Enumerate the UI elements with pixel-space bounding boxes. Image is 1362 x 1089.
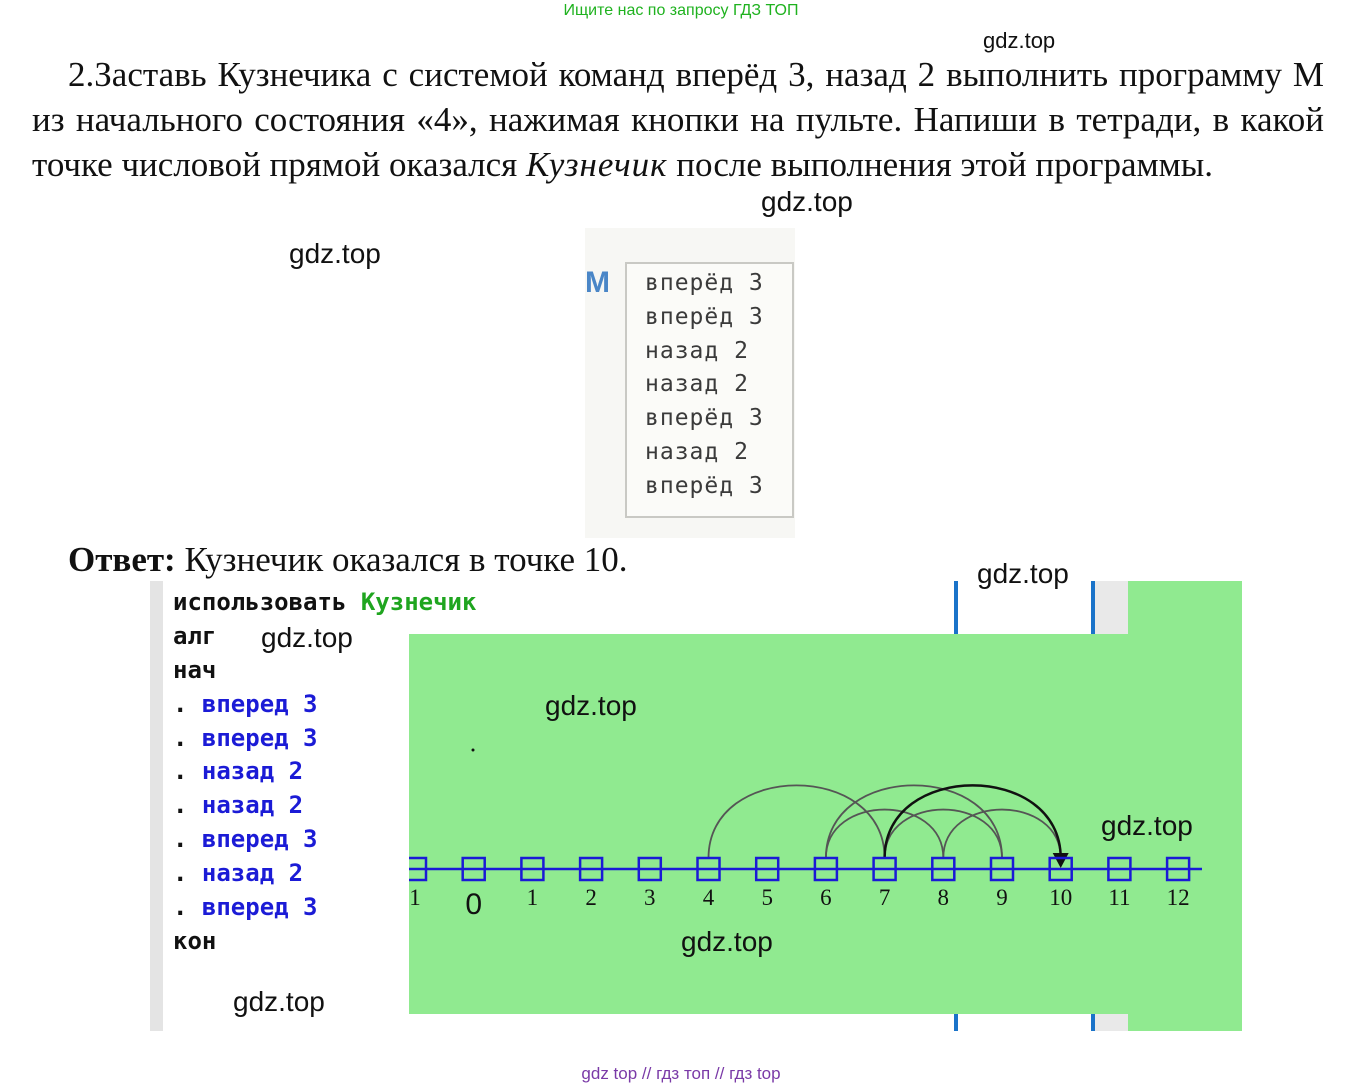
task-italic: Кузнечик <box>526 145 668 184</box>
jump-arc <box>707 784 886 859</box>
watermark: gdz.top <box>983 28 1056 53</box>
jump-arc <box>825 784 1003 859</box>
margin-line <box>1091 581 1095 635</box>
dot <box>471 748 475 752</box>
command: вперед 3 <box>201 724 318 752</box>
code-line-alg: алг <box>173 622 217 650</box>
code-line-command: . вперед 3 <box>173 724 318 752</box>
command: вперед 3 <box>201 690 318 718</box>
watermark: gdz.top <box>289 238 381 269</box>
code-line-begin: нач <box>173 656 217 684</box>
editor-gutter <box>150 581 163 1031</box>
number-line: 1 0 1 2 3 4 5 6 7 8 9 10 11 12 <box>402 748 1202 921</box>
code-line-command: . назад 2 <box>173 791 304 819</box>
tick-label: 6 <box>820 885 832 910</box>
tick-label: 4 <box>703 885 715 910</box>
tick-label: 11 <box>1108 885 1130 910</box>
watermark: gdz.top <box>761 186 853 217</box>
number-box <box>813 856 839 882</box>
program-line: вперёд 3 <box>645 405 764 431</box>
tick-label: 1 <box>409 885 421 910</box>
jump-arc <box>825 808 945 859</box>
tick-label: 10 <box>1049 885 1072 910</box>
search-banner: Ищите нас по запросу ГДЗ ТОП <box>563 2 799 19</box>
code-line-command: . назад 2 <box>173 757 304 785</box>
program-line: назад 2 <box>645 439 749 465</box>
number-box <box>931 856 956 882</box>
tick-label: 2 <box>585 885 597 910</box>
code-line-use: использовать Кузнечик <box>173 588 476 616</box>
task-text-after: после выполнения этой программы. <box>667 145 1214 184</box>
watermark: gdz.top <box>545 690 637 721</box>
number-box <box>1048 856 1073 882</box>
command: вперед 3 <box>201 825 318 853</box>
tick-label: 9 <box>996 885 1008 910</box>
program-name: M <box>585 266 610 299</box>
number-box <box>754 856 780 882</box>
tick-label: 1 <box>527 885 539 910</box>
task-text: 2.Заставь Кузнечика с системой команд вп… <box>32 52 1324 187</box>
answer: Ответ: Кузнечик оказался в точке 10. <box>68 538 627 582</box>
number-box <box>520 856 545 882</box>
code-line-command: . назад 2 <box>173 859 304 887</box>
tick-label: 8 <box>938 885 950 910</box>
watermark: gdz.top <box>1101 810 1193 841</box>
jump-arc <box>883 784 1062 859</box>
keyword-use: использовать <box>173 588 347 616</box>
program-line: вперёд 3 <box>645 304 764 330</box>
answer-text: Кузнечик оказался в точке 10. <box>175 540 628 579</box>
code-line-command: . вперед 3 <box>173 690 318 718</box>
code-line-end: кон <box>173 927 217 955</box>
number-box <box>637 856 663 882</box>
executor-name: Кузнечик <box>360 588 477 616</box>
jump-arc <box>942 808 1062 859</box>
command: назад 2 <box>201 859 304 887</box>
grasshopper-marker <box>1052 853 1069 868</box>
command: назад 2 <box>201 757 304 785</box>
program-line: назад 2 <box>645 371 749 397</box>
number-box <box>1165 856 1191 882</box>
jump-arcs <box>707 784 1069 868</box>
watermark: gdz.top <box>233 986 325 1017</box>
margin-line <box>954 581 958 635</box>
grasshopper-field: 1 0 1 2 3 4 5 6 7 8 9 10 11 12 <box>402 634 1242 1014</box>
tick-label: 3 <box>644 885 656 910</box>
code-line-command: . вперед 3 <box>173 825 318 853</box>
program-line: назад 2 <box>645 338 749 364</box>
footer-links: gdz top // гдз топ // гдз top <box>581 1064 781 1083</box>
number-box <box>1107 856 1132 882</box>
task-text-before: 2.Заставь Кузнечика с системой команд вп… <box>32 55 1324 184</box>
watermark: gdz.top <box>261 622 353 653</box>
command: вперед 3 <box>201 893 318 921</box>
number-box <box>872 856 897 882</box>
margin-line <box>954 1014 958 1031</box>
command: назад 2 <box>201 791 304 819</box>
program-line: вперёд 3 <box>645 270 764 296</box>
answer-label: Ответ: <box>68 540 176 579</box>
number-box <box>461 856 486 882</box>
number-line-marks: 1 0 1 2 3 4 5 6 7 8 9 10 11 12 <box>402 856 1191 921</box>
watermark: gdz.top <box>681 926 773 957</box>
code-line-command: . вперед 3 <box>173 893 318 921</box>
number-box <box>578 856 604 882</box>
number-box <box>696 856 721 882</box>
program-listing: вперёд 3 вперёд 3 назад 2 назад 2 вперёд… <box>625 262 794 518</box>
number-box <box>989 856 1015 882</box>
watermark: gdz.top <box>977 558 1069 589</box>
program-line: вперёд 3 <box>645 473 764 499</box>
tick-label: 0 <box>465 888 482 921</box>
tick-label: 12 <box>1167 885 1190 910</box>
tick-label: 7 <box>879 885 891 910</box>
jump-arc <box>883 808 1003 859</box>
margin-line <box>1091 1014 1095 1031</box>
jump-arc <box>883 784 1062 859</box>
tick-label: 5 <box>761 885 773 910</box>
